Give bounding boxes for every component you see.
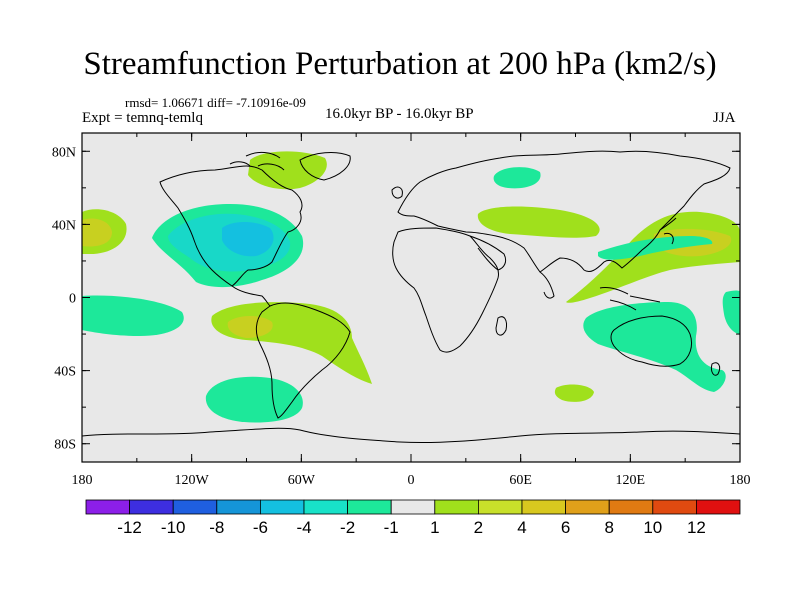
colorbar-label: 12 — [687, 518, 706, 537]
negative-region-pacific-strip — [598, 236, 713, 260]
lat-tick-label: 0 — [69, 292, 76, 307]
chart-title: Streamfunction Perturbation at 200 hPa (… — [83, 46, 717, 82]
negative-region-europe — [493, 167, 541, 189]
coast-canadian-archipelago — [229, 151, 285, 171]
lon-tick-label: 180 — [72, 473, 93, 488]
colorbar-label: 10 — [643, 518, 662, 537]
coast-india — [539, 271, 555, 299]
coast-greenland — [299, 152, 351, 181]
colorbar-swatch — [216, 499, 261, 515]
colorbar-label: 4 — [517, 518, 526, 537]
colorbar-label: 1 — [430, 518, 439, 537]
colorbar-swatch — [85, 499, 130, 515]
colorbar-swatch — [652, 499, 697, 515]
lat-tick-label: 80N — [52, 145, 76, 160]
coast-uk — [391, 186, 403, 199]
colorbar-label: -1 — [384, 518, 399, 537]
positive-region-africa-arabia — [477, 206, 600, 238]
colorbar-swatch — [129, 499, 174, 515]
colorbar-label: -2 — [340, 518, 355, 537]
colorbar-label: -8 — [209, 518, 224, 537]
negative-region-south-pacific — [205, 376, 303, 423]
coast-north-america — [159, 165, 303, 287]
colorbar-swatch — [434, 499, 479, 515]
colorbar-label: 8 — [604, 518, 613, 537]
season-label: JJA — [713, 110, 736, 126]
colorbar-swatch — [259, 499, 305, 515]
colorbar-label: -4 — [296, 518, 311, 537]
coast-arabia — [469, 235, 507, 271]
colorbar-swatch — [565, 499, 610, 515]
colorbar-swatch — [696, 499, 741, 515]
positive-region-north-pacific-core — [82, 218, 112, 247]
coast-europe-asia — [397, 150, 731, 273]
colorbar-label: -6 — [253, 518, 268, 537]
lon-tick-label: 60E — [509, 473, 532, 488]
lon-tick-label: 120W — [175, 473, 210, 488]
negative-region-far-southwest-pacific — [722, 290, 740, 334]
lon-tick-label: 120E — [616, 473, 646, 488]
experiment-label: Expt = temnq-temlq — [82, 110, 203, 126]
coast-antarctica — [82, 427, 740, 444]
coast-central-america — [231, 285, 271, 307]
positive-region-south-indian — [554, 384, 594, 402]
lon-tick-label: 60W — [288, 473, 316, 488]
coastlines — [82, 150, 740, 444]
colorbar-swatch — [303, 499, 348, 515]
colorbar-swatch — [390, 499, 436, 515]
colorbar-label: -10 — [161, 518, 186, 537]
coast-new-zealand — [711, 362, 721, 376]
contour-fills — [82, 151, 740, 423]
lat-tick-label: 40S — [54, 365, 76, 380]
stats-line: rmsd= 1.06671 diff= -7.10916e-09 — [125, 95, 306, 110]
coast-se-asia-islands — [599, 287, 661, 311]
colorbar: -12 -10 -8 -6 -4 -2 -1 1 2 4 6 8 10 12 — [85, 499, 741, 537]
lat-tick-label: 80S — [54, 438, 76, 453]
map-background — [82, 133, 740, 462]
coast-japan — [659, 217, 677, 245]
positive-region-south-america-core — [227, 316, 273, 338]
coast-africa — [392, 227, 499, 353]
period-label: 16.0kyr BP - 16.0kyr BP — [325, 106, 474, 122]
coast-australia — [610, 315, 693, 367]
colorbar-swatch — [608, 499, 654, 515]
lat-tick-label: 40N — [52, 218, 76, 233]
axis-ticks: 80N 40N 0 40S 80S 180 120W 60W 0 60E 120E 180 — [52, 133, 751, 488]
colorbar-swatch — [172, 499, 218, 515]
negative-region-indian-ocean — [583, 302, 726, 392]
colorbar-label: 2 — [474, 518, 483, 537]
lon-tick-label: 180 — [730, 473, 751, 488]
colorbar-swatch — [477, 499, 523, 515]
coast-madagascar — [495, 316, 507, 336]
negative-region-tropical-pacific — [82, 295, 184, 336]
coast-south-america — [255, 302, 351, 419]
colorbar-label: -12 — [117, 518, 142, 537]
colorbar-swatch — [347, 499, 392, 515]
negative-region-north-america-core — [222, 222, 274, 257]
colorbar-label: 6 — [561, 518, 570, 537]
lon-tick-label: 0 — [408, 473, 415, 488]
colorbar-swatch — [521, 499, 566, 515]
positive-region-canada — [248, 151, 327, 190]
